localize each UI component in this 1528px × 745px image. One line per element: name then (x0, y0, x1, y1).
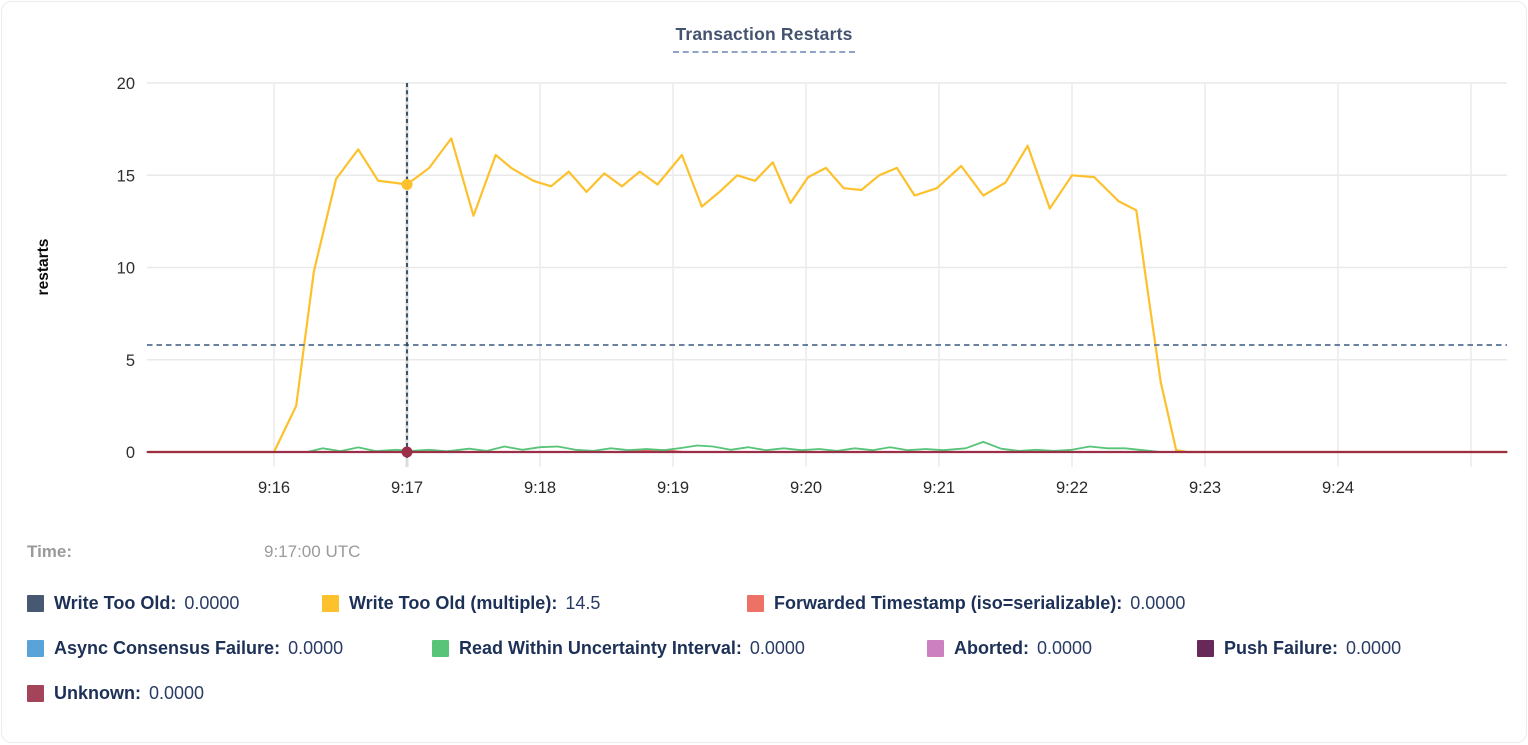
x-tick-label: 9:19 (657, 479, 689, 497)
legend-label: Forwarded Timestamp (iso=serializable): (774, 593, 1123, 613)
x-tick-label: 9:22 (1056, 479, 1088, 497)
legend-swatch (747, 595, 764, 612)
legend-label: Read Within Uncertainty Interval: (459, 638, 742, 658)
chart-title[interactable]: Transaction Restarts (673, 24, 855, 53)
x-tick-label: 9:23 (1189, 479, 1221, 497)
legend-value: 0.0000 (1346, 638, 1402, 658)
legend-item-write-too-old[interactable]: Write Too Old: 0.0000 (27, 593, 239, 614)
legend-swatch (322, 595, 339, 612)
legend-row-1: Write Too Old: 0.0000 Write Too Old (multi… (2, 593, 1526, 619)
hover-point-unknown (401, 446, 413, 458)
x-tick-label: 9:20 (790, 479, 822, 497)
legend-value: 0.0000 (1037, 638, 1093, 658)
legend-label: Unknown: (54, 683, 141, 703)
legend-swatch (27, 640, 44, 657)
series-line-write-too-old-multiple- (146, 137, 1508, 454)
legend-swatch (432, 640, 449, 657)
legend-item-async-consensus-failure[interactable]: Async Consensus Failure: 0.0000 (27, 638, 343, 659)
x-tick-label: 9:16 (258, 479, 290, 497)
legend-label: Write Too Old (multiple): (349, 593, 558, 613)
legend-item-aborted[interactable]: Aborted: 0.0000 (927, 638, 1092, 659)
legend-item-push-failure[interactable]: Push Failure: 0.0000 (1197, 638, 1401, 659)
legend-swatch (27, 595, 44, 612)
x-tick-label: 9:18 (524, 479, 556, 497)
legend-value: 0.0000 (149, 683, 205, 703)
legend-row-2: Async Consensus Failure: 0.0000 Read Withi… (2, 638, 1526, 664)
legend-value: 0.0000 (749, 638, 805, 658)
legend-value: 0.0000 (184, 593, 240, 613)
legend-label: Aborted: (954, 638, 1029, 658)
y-tick-label: 15 (117, 167, 135, 185)
x-tick-label: 9:24 (1322, 479, 1354, 497)
legend-label: Async Consensus Failure: (54, 638, 281, 658)
hover-point-write-too-old-multiple- (401, 178, 413, 190)
legend-label: Write Too Old: (54, 593, 177, 613)
legend-swatch (27, 685, 44, 702)
hover-time-row: Time: 9:17:00 UTC (2, 542, 1526, 566)
time-value: 9:17:00 UTC (264, 542, 361, 561)
legend-row-3: Unknown: 0.0000 (2, 683, 1526, 709)
legend-value: 14.5 (565, 593, 601, 613)
x-tick-label: 9:17 (391, 479, 423, 497)
legend-item-unknown[interactable]: Unknown: 0.0000 (27, 683, 204, 704)
y-tick-label: 20 (117, 75, 135, 93)
legend-item-read-within-uncertainty-interval[interactable]: Read Within Uncertainty Interval: 0.0000 (432, 638, 805, 659)
legend-item-forwarded-timestamp-iso-serializable-[interactable]: Forwarded Timestamp (iso=serializable): 0… (747, 593, 1185, 614)
legend-label: Push Failure: (1224, 638, 1339, 658)
legend-swatch (1197, 640, 1214, 657)
legend-value: 0.0000 (1130, 593, 1186, 613)
time-label: Time: (27, 542, 73, 561)
legend-value: 0.0000 (288, 638, 344, 658)
y-tick-label: 0 (126, 444, 135, 462)
x-tick-label: 9:21 (923, 479, 955, 497)
legend-item-write-too-old-multiple-[interactable]: Write Too Old (multiple): 14.5 (322, 593, 600, 614)
series-line-read-within-uncertainty-interval (306, 440, 1162, 453)
y-tick-label: 5 (126, 352, 135, 370)
legend-swatch (927, 640, 944, 657)
y-tick-label: 10 (117, 260, 135, 278)
transaction-restarts-chart[interactable]: 0 5 10 15 20 9:16 9:17 9:18 9:19 9:20 9:21 9:22 9:23… (2, 2, 1527, 522)
y-axis-label: restarts (35, 239, 52, 296)
